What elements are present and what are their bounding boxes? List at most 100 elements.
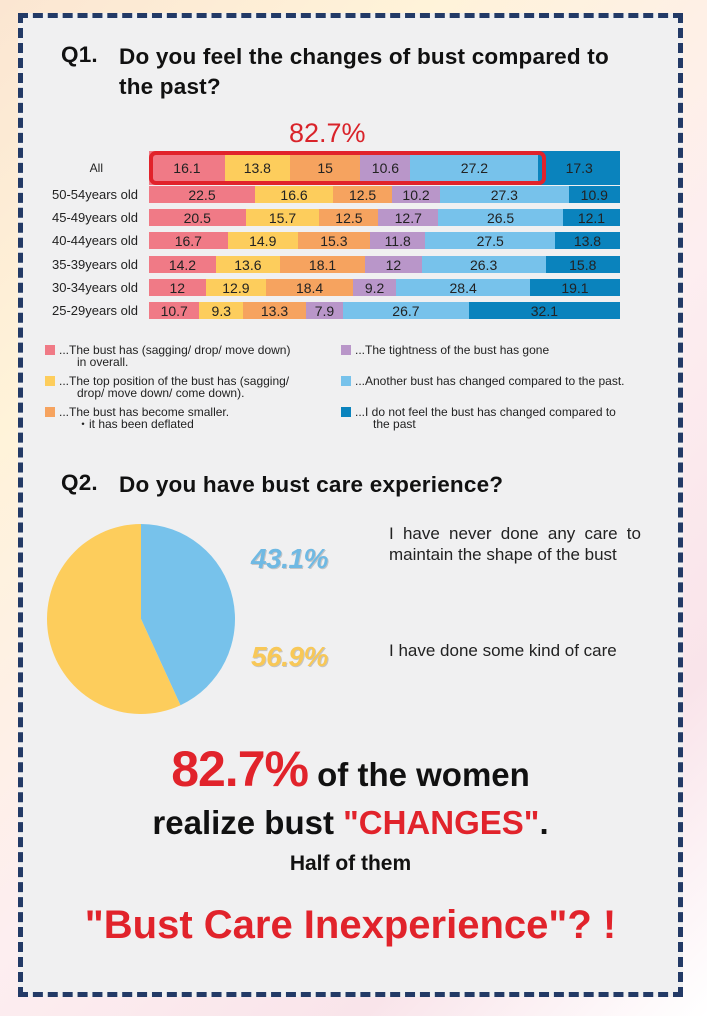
bar-segment: 12.5 (333, 186, 393, 203)
bar-value-label: 12 (385, 256, 402, 273)
bar-value-label: 27.5 (476, 232, 504, 249)
q1-stacked-bar-chart: All 16.1 13.8 15 10.6 27.2 17.3 50-54years old 2… (23, 18, 678, 992)
conclusion-headline: "Bust Care Inexperience"? ! (84, 903, 617, 947)
bar-segment: 16.6 (254, 186, 334, 203)
bar-value-label: 27.3 (490, 186, 518, 203)
bar-value-label: 13.8 (573, 232, 602, 249)
legend-text: ...The bust has become smaller. (59, 405, 230, 419)
legend-text: in overall. (77, 355, 129, 369)
row-label: All (89, 160, 103, 175)
bar-value-label: 13.8 (243, 160, 271, 176)
bar-segment: 27.5 (425, 232, 555, 249)
row-label: 45-49years old (52, 210, 138, 225)
bar-segment: 12.9 (205, 279, 267, 296)
bar-segment: 17.3 (538, 151, 620, 185)
pie-svg (46, 524, 235, 714)
bar-value-label: 32.1 (530, 302, 558, 319)
bar-value-label: 18.4 (295, 279, 324, 296)
bar-value-label: 14.9 (249, 232, 277, 249)
bar-value-label: 26.5 (486, 209, 515, 226)
infographic-card: Q1. Do you feel the changes of bust comp… (18, 13, 683, 997)
bar-value-label: 28.4 (449, 279, 477, 296)
legend-text: the past (373, 417, 416, 431)
bar-segment: 26.3 (421, 256, 546, 273)
bar-segment: 19.1 (530, 279, 620, 296)
bar-segment: 26.5 (438, 209, 563, 226)
bar-segment: 13.3 (243, 302, 306, 319)
bar-segment: 10.2 (392, 186, 441, 203)
bar-value-label: 20.5 (183, 209, 211, 226)
legend-text: drop/ move down/ come down). (77, 386, 245, 400)
conclusion-percent: 82.7% (171, 741, 309, 797)
conclusion-line-2-start: realize bust (152, 804, 344, 841)
bar-segment: 13.8 (224, 151, 290, 185)
bar-segment: 18.1 (279, 256, 366, 273)
bar-segment: 7.9 (305, 302, 344, 319)
stacked-bar-row: 20.5 15.7 12.5 12.7 26.5 12.1 (149, 209, 620, 226)
bar-segment: 10.7 (149, 302, 200, 319)
bar-value-label: 15 (317, 160, 333, 176)
stacked-bar-row: 22.5 16.6 12.5 10.2 27.3 10.9 (149, 186, 620, 203)
conclusion-line-1-text: of the women (307, 756, 530, 793)
bar-value-label: 14.2 (168, 256, 197, 273)
bar-value-label: 13.3 (260, 302, 289, 319)
bar-segment: 16.7 (149, 232, 228, 249)
row-label: 35-39years old (52, 257, 138, 272)
bar-segment: 20.5 (149, 209, 246, 226)
stacked-bar-row: 16.1 13.8 15 10.6 27.2 17.3 (149, 151, 620, 185)
bar-value-label: 16.1 (173, 160, 201, 176)
bar-value-label: 12.7 (394, 209, 422, 226)
bar-value-label: 13.6 (234, 256, 262, 273)
bar-segment: 12 (149, 279, 206, 296)
bar-segment: 14.9 (227, 232, 298, 249)
bar-value-label: 22.5 (188, 186, 216, 203)
bar-value-label: 16.6 (280, 186, 308, 203)
bar-segment: 15.7 (245, 209, 320, 226)
bar-segment: 27.2 (410, 151, 539, 185)
bar-value-label: 10.7 (160, 302, 188, 319)
legend-swatch (45, 376, 55, 386)
bar-segment: 12.5 (319, 209, 379, 226)
bar-segment: 32.1 (468, 302, 620, 319)
legend-swatch (45, 345, 55, 355)
row-label: 40-44years old (52, 233, 138, 248)
bar-segment: 15 (289, 151, 361, 185)
q2-title: Do you have bust care experience? (119, 472, 504, 497)
pie-label-done-percent: 56.9% (251, 641, 328, 672)
stacked-bar-row: 12 12.9 18.4 9.2 28.4 19.1 (149, 279, 620, 296)
stacked-bar-row: 10.7 9.3 13.3 7.9 26.7 32.1 (149, 302, 620, 319)
bar-segment: 13.8 (554, 232, 620, 249)
pie-slice-done-care (46, 524, 181, 714)
stacked-bar-row: 14.2 13.6 18.1 12 26.3 15.8 (149, 256, 620, 273)
legend-swatch (45, 407, 55, 417)
bar-segment: 16.1 (149, 151, 225, 185)
pie-label-done-text: I have done some kind of care (389, 641, 617, 660)
legend-swatch (341, 376, 351, 386)
bar-value-label: 19.1 (561, 279, 589, 296)
row-label: 30-34years old (52, 280, 138, 295)
q1-highlight-percent: 82.7% (289, 118, 366, 148)
q1-title: Do you feel the changes of bust compared… (119, 44, 609, 99)
bar-value-label: 12.9 (222, 279, 250, 296)
bar-value-label: 15.3 (320, 232, 348, 249)
q2-pie-chart (45, 523, 237, 715)
legend-text: ...Another bust has changed compared to … (355, 374, 625, 388)
bar-segment: 15.8 (545, 256, 620, 273)
conclusion-changes: "CHANGES" (343, 804, 540, 841)
legend-text: ...I do not feel the bust has changed co… (355, 405, 616, 419)
bar-value-label: 10.9 (580, 186, 608, 203)
pie-label-never-text: I have never done any care to maintain t… (389, 524, 641, 564)
bar-value-label: 17.3 (565, 160, 593, 176)
bar-segment: 28.4 (396, 279, 530, 296)
row-label: 25-29years old (52, 303, 138, 318)
bar-value-label: 12.5 (335, 209, 363, 226)
bar-segment: 15.3 (297, 232, 370, 249)
bar-segment: 12.1 (562, 209, 620, 226)
bar-value-label: 26.7 (392, 302, 420, 319)
bar-value-label: 26.3 (469, 256, 498, 273)
conclusion-line-2-end: . (539, 804, 549, 841)
conclusion-line-2: realize bust "CHANGES". (23, 804, 678, 842)
bar-segment: 10.6 (360, 151, 411, 185)
pie-label-never-percent: 43.1% (251, 543, 328, 574)
bar-value-label: 27.2 (460, 160, 489, 176)
